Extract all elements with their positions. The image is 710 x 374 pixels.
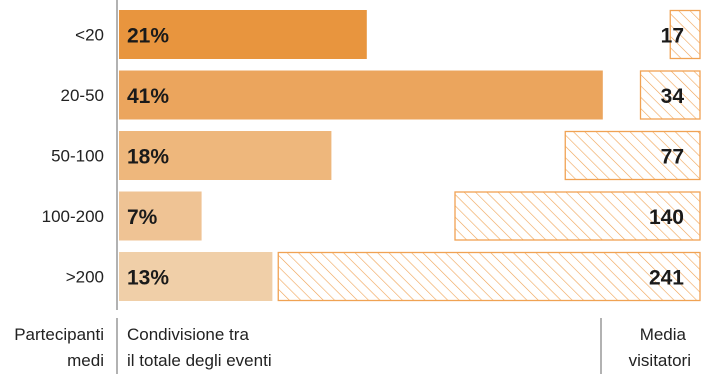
- footer-right-line1: Media: [640, 325, 687, 344]
- visitors-value-label: 34: [661, 85, 685, 108]
- visitors-bar: [669, 9, 701, 60]
- footer-left-line1: Partecipanti: [14, 325, 104, 344]
- share-bar: [119, 131, 332, 180]
- visitors-bar: [564, 130, 701, 181]
- share-value-label: 18%: [127, 146, 169, 169]
- share-value-label: 13%: [127, 267, 169, 290]
- footer-middle-line2: il totale degli eventi: [127, 351, 272, 370]
- visitors-bar: [639, 70, 701, 120]
- bars-group: <20 21% 17 20-50 41% 34 50-100 18% 77 100-200 7% 14…: [42, 9, 701, 302]
- share-value-label: 41%: [127, 85, 169, 108]
- category-label: 50-100: [51, 147, 104, 166]
- category-label: <20: [75, 26, 104, 45]
- visitors-bar: [277, 251, 701, 302]
- category-label: 100-200: [42, 207, 104, 226]
- share-bar: [119, 252, 273, 301]
- visitors-value-label: 140: [649, 206, 684, 229]
- category-label: 20-50: [61, 86, 104, 105]
- category-label: >200: [66, 268, 104, 287]
- share-bar: [119, 10, 367, 59]
- share-value-label: 21%: [127, 25, 169, 48]
- footer-right-line2: visitatori: [629, 351, 691, 370]
- share-bar: [119, 70, 603, 120]
- visitors-value-label: 17: [661, 25, 684, 48]
- share-bar: [119, 191, 202, 241]
- share-value-label: 7%: [127, 206, 158, 229]
- visitors-value-label: 77: [661, 146, 684, 169]
- footer-middle-line1: Condivisione tra: [127, 325, 249, 344]
- visitors-bar: [454, 191, 701, 241]
- footer-left-line2: medi: [67, 351, 104, 370]
- visitors-value-label: 241: [649, 267, 684, 290]
